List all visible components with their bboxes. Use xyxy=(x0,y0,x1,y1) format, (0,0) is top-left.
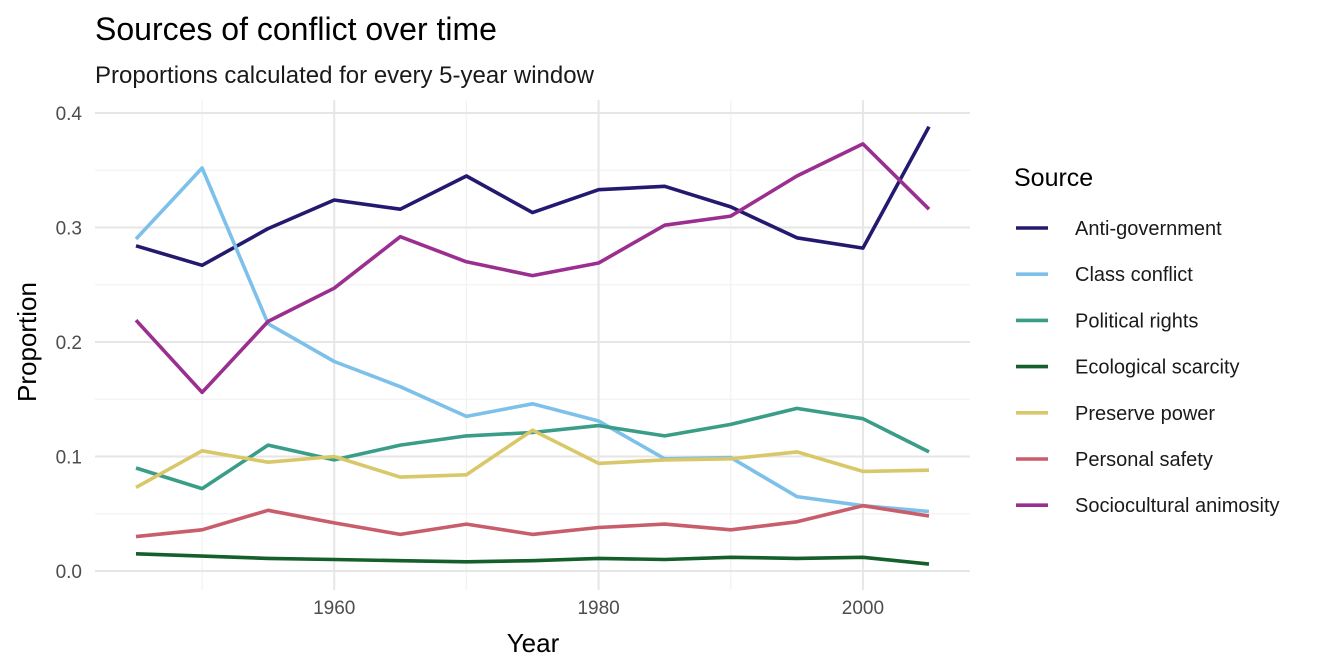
y-tick-label: 0.1 xyxy=(56,448,82,469)
legend-label-ecological-scarcity: Ecological scarcity xyxy=(1075,357,1240,379)
legend-label-personal-safety: Personal safety xyxy=(1075,449,1213,471)
series-line-political-rights xyxy=(135,406,930,491)
y-tick-label: 0.0 xyxy=(56,562,82,583)
legend-title: Source xyxy=(1014,164,1093,192)
legend-label-political-rights: Political rights xyxy=(1075,310,1198,332)
legend-label-anti-government: Anti-government xyxy=(1075,218,1222,240)
series-line-anti-government xyxy=(135,125,931,268)
legend-label-class-conflict: Class conflict xyxy=(1075,264,1193,286)
chart-title: Sources of conflict over time xyxy=(95,11,497,47)
legend-label-preserve-power: Preserve power xyxy=(1075,403,1215,425)
x-axis-ticks: 1960 1980 2000 xyxy=(313,598,884,619)
legend: Source Anti-government Class conflict Poli… xyxy=(1014,164,1280,517)
series-line-preserve-power xyxy=(135,428,930,489)
y-axis-ticks: 0.0 0.1 0.2 0.3 0.4 xyxy=(56,104,83,583)
x-axis-title: Year xyxy=(507,628,560,658)
y-tick-label: 0.4 xyxy=(56,104,83,125)
series-line-sociocultural-animosity xyxy=(134,142,931,395)
x-tick-label: 1960 xyxy=(313,598,355,619)
x-tick-label: 1980 xyxy=(577,598,619,619)
chart-subtitle: Proportions calculated for every 5-year … xyxy=(95,62,595,89)
grid xyxy=(95,100,970,590)
y-tick-label: 0.2 xyxy=(56,333,82,354)
series-line-ecological-scarcity xyxy=(135,552,930,566)
series-line-personal-safety xyxy=(135,503,930,539)
legend-label-sociocultural-animosity: Sociocultural animosity xyxy=(1075,495,1280,517)
series-lines xyxy=(134,125,931,566)
x-tick-label: 2000 xyxy=(842,598,884,619)
y-axis-title: Proportion xyxy=(12,282,42,402)
y-tick-label: 0.3 xyxy=(56,219,82,240)
